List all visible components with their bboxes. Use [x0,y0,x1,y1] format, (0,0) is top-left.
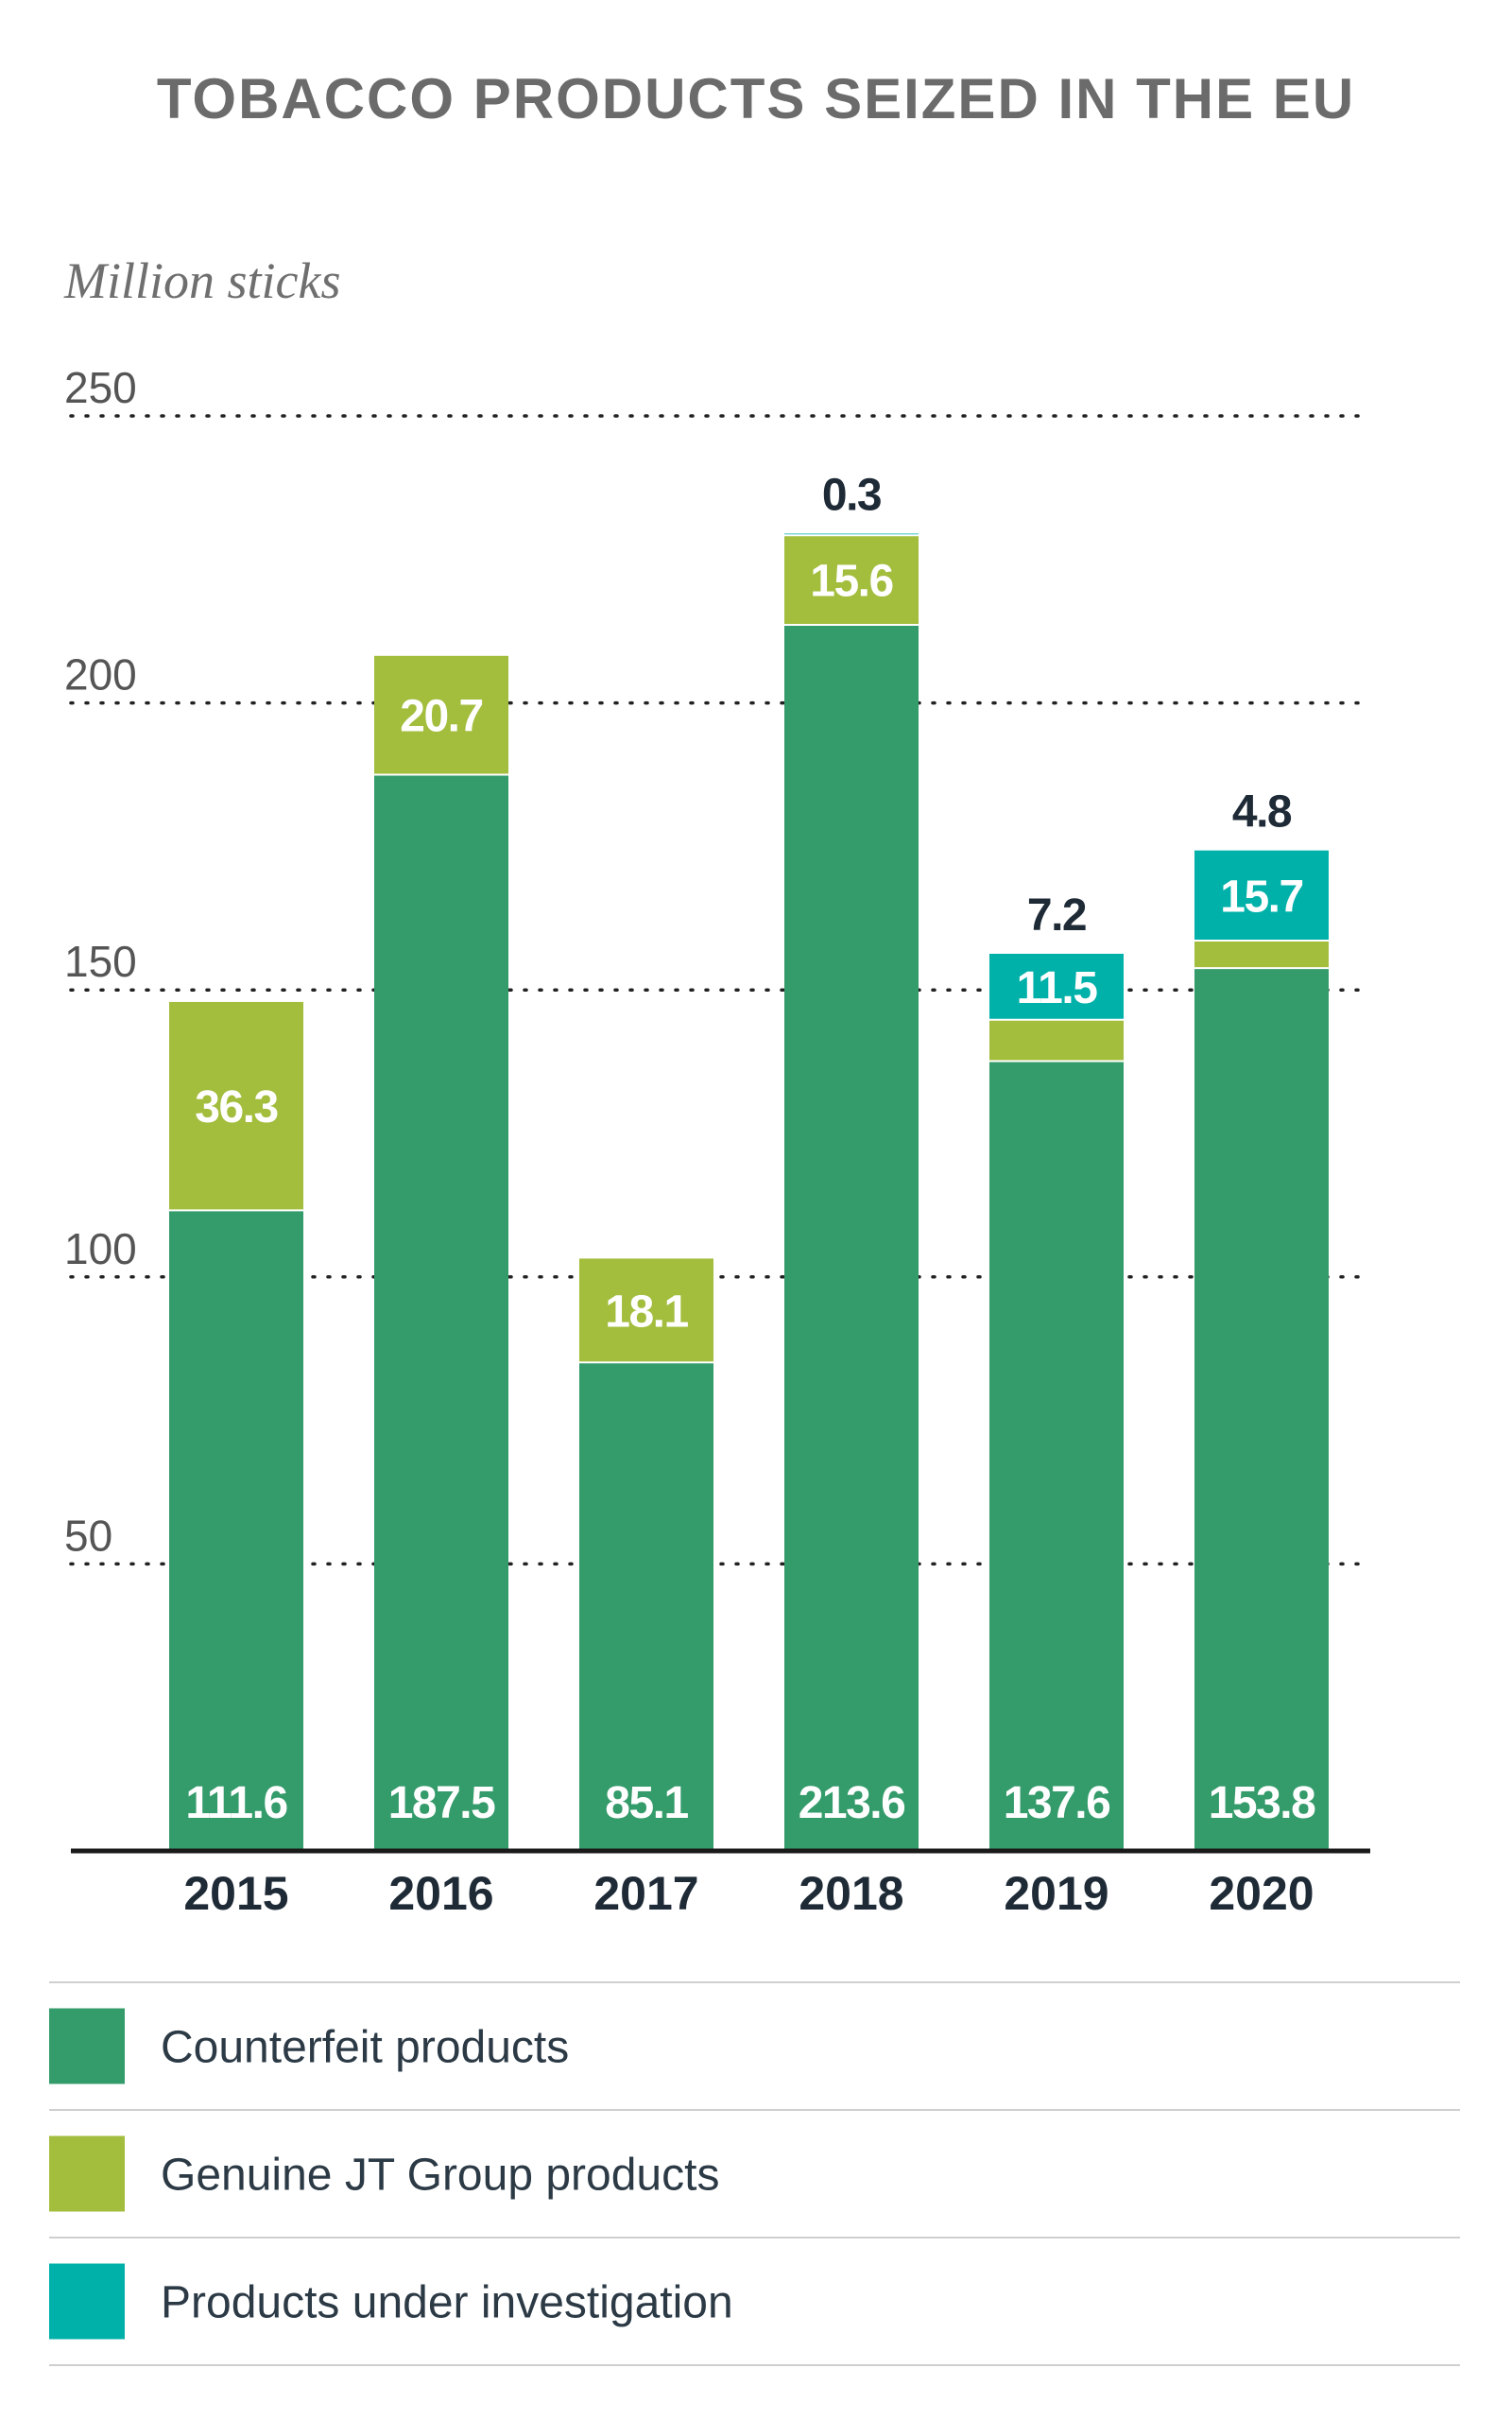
data-label: 0.3 [822,470,881,520]
bar-segment [579,1362,713,1851]
bar-segment [169,1001,303,1211]
data-label: 20.7 [400,692,482,742]
x-tick-label: 2015 [183,1867,288,1920]
x-tick-label: 2020 [1209,1867,1314,1920]
bar-segment [1194,940,1329,969]
bar-segment [989,1019,1124,1062]
bar-segment [374,774,508,1851]
x-tick-label: 2017 [593,1867,698,1920]
data-label: 187.5 [388,1778,495,1828]
legend: Counterfeit products Genuine JT Group pro… [49,1981,1460,2366]
bars: 111.6 36.3 187.5 20.7 85.1 18.1 213.6 15.6 0.3 13… [169,470,1329,1852]
legend-swatch [49,2008,125,2084]
data-label: 15.6 [810,557,892,607]
legend-label: Products under investigation [161,2278,733,2328]
legend-swatch [49,2135,125,2212]
data-label: 137.6 [1004,1778,1110,1828]
y-tick-label: 150 [64,937,137,986]
legend-swatch [49,2263,125,2340]
bar-segment [784,625,919,1852]
y-tick-label: 200 [64,650,137,700]
data-label: 11.5 [1017,963,1098,1013]
bar-segment [579,1258,713,1363]
data-label: 4.8 [1232,787,1292,838]
x-tick-label: 2016 [388,1867,493,1920]
data-label: 36.3 [195,1082,277,1132]
data-label: 85.1 [605,1778,688,1828]
data-label: 7.2 [1027,890,1086,941]
bar-segment [989,953,1124,1020]
data-label: 213.6 [799,1778,905,1828]
data-label: 18.1 [605,1287,688,1337]
bar-segment [374,655,508,775]
chart-title: TOBACCO PRODUCTS SEIZED IN THE EU [157,67,1355,130]
y-tick-label: 100 [64,1224,137,1273]
y-tick-label: 50 [64,1511,112,1560]
bar-segment [169,1210,303,1851]
legend-label: Counterfeit products [161,2023,569,2073]
unit-label: Million sticks [63,252,340,309]
x-tick-label: 2019 [1004,1867,1108,1920]
bar-segment [1194,850,1329,941]
category-labels: 2015 2016 2017 2018 2019 2020 [183,1867,1314,1920]
legend-label: Genuine JT Group products [161,2151,719,2201]
bar-segment [784,535,919,626]
data-label: 15.7 [1220,872,1302,922]
gridlines: 50 100 150 200 250 [64,363,1372,1566]
y-tick-label: 250 [64,363,137,412]
bar-segment [1194,968,1329,1851]
bar-segment [989,1061,1124,1851]
data-label: 153.8 [1209,1778,1315,1828]
data-label: 111.6 [185,1778,286,1828]
x-tick-label: 2018 [799,1867,903,1920]
